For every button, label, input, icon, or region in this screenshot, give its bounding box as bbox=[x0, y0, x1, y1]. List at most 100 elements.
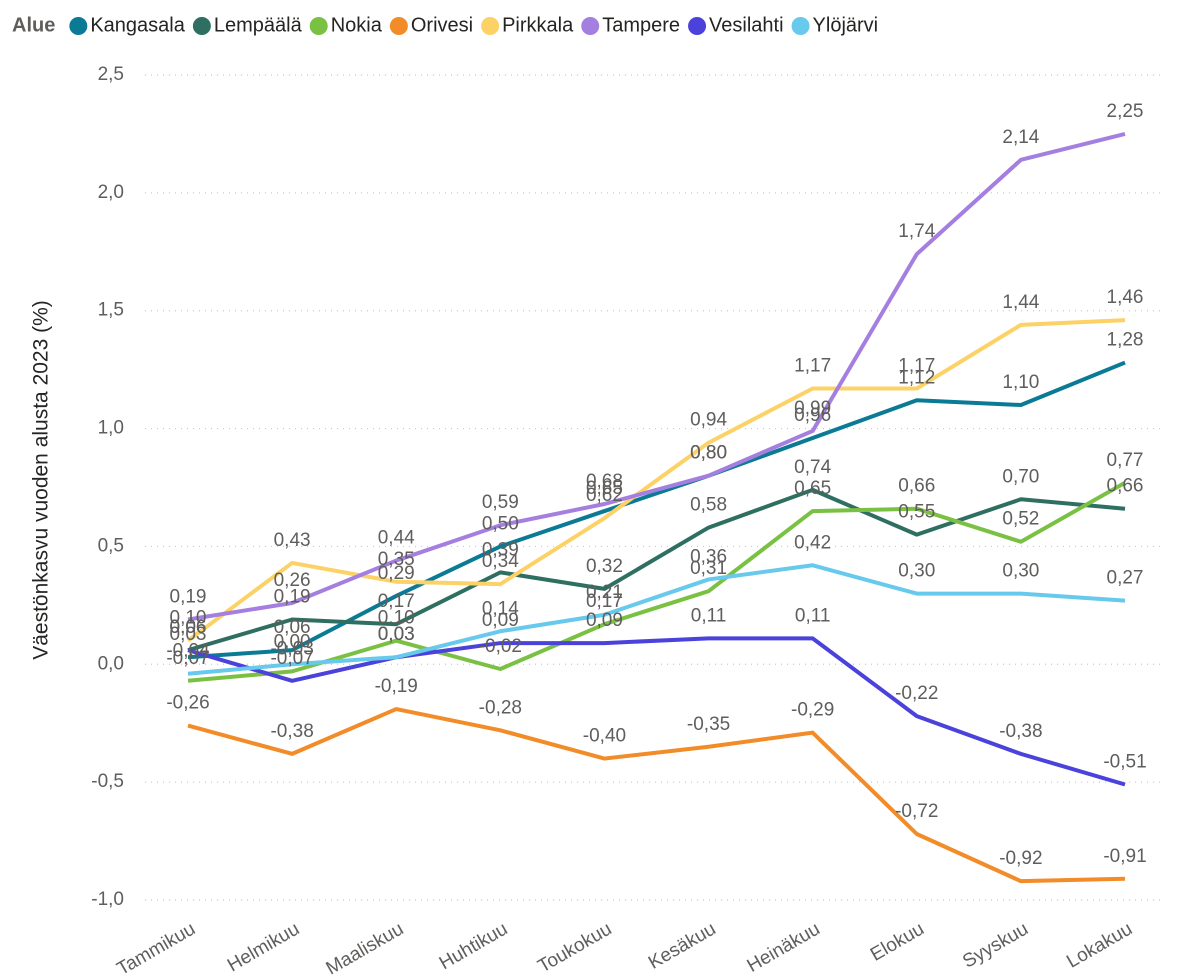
legend-label: Orivesi bbox=[411, 14, 473, 36]
data-label: 0,65 bbox=[586, 478, 623, 499]
legend-label: Kangasala bbox=[90, 14, 185, 36]
legend-marker bbox=[481, 17, 500, 35]
data-label: 0,50 bbox=[482, 513, 519, 534]
data-label: 0,03 bbox=[170, 624, 207, 645]
data-label: 0,35 bbox=[378, 549, 415, 570]
line bbox=[186, 318, 1126, 643]
y-tick-label: 2,5 bbox=[98, 64, 124, 85]
y-tick-label: -0,5 bbox=[91, 771, 124, 792]
legend-marker bbox=[389, 17, 408, 35]
data-label: 0,68 bbox=[586, 471, 623, 492]
data-label: 0,65 bbox=[794, 478, 831, 499]
data-label: -0,29 bbox=[791, 700, 834, 721]
data-label: -0,91 bbox=[1103, 846, 1146, 867]
data-label: -0,92 bbox=[999, 848, 1042, 869]
data-label: 1,46 bbox=[1107, 287, 1144, 308]
x-tick-label: Huhtikuu bbox=[436, 918, 511, 974]
data-label: 0,70 bbox=[1002, 466, 1039, 487]
x-tick-label: Lokakuu bbox=[1063, 918, 1136, 972]
data-label: -0,38 bbox=[999, 721, 1042, 742]
data-label: 0,19 bbox=[274, 587, 311, 608]
y-axis-title: Väestönkasvu vuoden alusta 2023 (%) bbox=[30, 300, 53, 660]
data-label: 0,36 bbox=[690, 546, 727, 567]
x-tick-label: Kesäkuu bbox=[645, 918, 720, 973]
data-label: 0,96 bbox=[794, 405, 831, 426]
data-label: 0,59 bbox=[482, 492, 519, 513]
data-label: -0,51 bbox=[1103, 752, 1146, 773]
line bbox=[187, 487, 1126, 653]
data-label: -0,38 bbox=[270, 721, 313, 742]
y-tick-label: 2,0 bbox=[98, 182, 124, 203]
x-tick-label: Toukokuu bbox=[535, 918, 616, 977]
data-label: -0,35 bbox=[687, 714, 730, 735]
legend-label: Lempäälä bbox=[214, 14, 303, 36]
legend-marker bbox=[791, 17, 810, 35]
data-label: -0,07 bbox=[270, 648, 313, 669]
data-label: 0,34 bbox=[482, 551, 519, 572]
data-label: 0,06 bbox=[170, 617, 207, 638]
data-label: 1,44 bbox=[1002, 292, 1039, 313]
data-label: 0,09 bbox=[482, 610, 519, 631]
data-label: 0,80 bbox=[690, 443, 727, 464]
data-label: -0,02 bbox=[479, 636, 522, 657]
data-label: 0,99 bbox=[794, 398, 831, 419]
data-label: 0,00 bbox=[274, 631, 311, 652]
data-label: 0,17 bbox=[586, 591, 623, 612]
data-label: 0,74 bbox=[794, 457, 831, 478]
data-label: 0,11 bbox=[795, 605, 831, 626]
data-label: -0,40 bbox=[583, 726, 626, 747]
data-label: 0,17 bbox=[378, 591, 415, 612]
x-tick-label: Maaliskuu bbox=[323, 918, 408, 977]
data-label: 0,09 bbox=[586, 610, 623, 631]
data-label: 1,12 bbox=[898, 367, 935, 388]
legend-label: Nokia bbox=[331, 14, 383, 36]
data-label: -0,28 bbox=[479, 697, 522, 718]
x-tick-label: Elokuu bbox=[867, 918, 928, 965]
data-label: 1,17 bbox=[898, 356, 935, 377]
data-label: -0,19 bbox=[375, 676, 418, 697]
data-label: 0,31 bbox=[690, 558, 727, 579]
y-tick-label: 1,5 bbox=[98, 300, 124, 321]
data-label: -0,22 bbox=[895, 683, 938, 704]
data-label: -0,26 bbox=[166, 693, 209, 714]
data-label: 2,14 bbox=[1002, 127, 1039, 148]
data-label: 0,21 bbox=[586, 582, 623, 603]
data-label: 0,30 bbox=[898, 561, 935, 582]
line bbox=[187, 131, 1126, 622]
data-label: 0,30 bbox=[1002, 561, 1039, 582]
legend-marker bbox=[69, 17, 88, 35]
data-label: 0,11 bbox=[691, 605, 727, 626]
legend-marker bbox=[309, 17, 328, 35]
legend-title: Alue bbox=[12, 14, 55, 36]
data-label: 1,17 bbox=[794, 356, 831, 377]
data-label: 0,10 bbox=[378, 608, 415, 629]
line bbox=[187, 481, 1126, 683]
line bbox=[187, 563, 1126, 676]
data-label: 0,43 bbox=[274, 530, 311, 551]
legend-label: Tampere bbox=[602, 14, 680, 36]
data-label: 0,94 bbox=[690, 410, 727, 431]
legend-marker bbox=[581, 17, 600, 35]
data-label: 0,62 bbox=[586, 485, 623, 506]
y-tick-label: 1,0 bbox=[98, 418, 124, 439]
data-label: -0,03 bbox=[270, 638, 313, 659]
x-tick-label: Helmikuu bbox=[224, 918, 303, 976]
data-label: 0,06 bbox=[274, 617, 311, 638]
x-tick-label: Syyskuu bbox=[959, 918, 1032, 972]
data-label: 0,27 bbox=[1107, 568, 1144, 589]
data-label: 0,42 bbox=[794, 532, 831, 553]
data-label: 0,03 bbox=[378, 624, 415, 645]
data-label: 0,10 bbox=[170, 608, 207, 629]
y-tick-label: -1,0 bbox=[91, 889, 124, 910]
line bbox=[187, 636, 1126, 787]
x-tick-label: Tammikuu bbox=[114, 918, 199, 977]
line bbox=[187, 707, 1126, 884]
legend-label: Vesilahti bbox=[709, 14, 784, 36]
legend-marker bbox=[688, 17, 707, 35]
data-label: 0,66 bbox=[898, 476, 935, 497]
data-label: 0,55 bbox=[898, 502, 935, 523]
data-label: -0,72 bbox=[895, 801, 938, 822]
data-label: 0,14 bbox=[482, 598, 519, 619]
data-label: 1,28 bbox=[1107, 330, 1144, 351]
